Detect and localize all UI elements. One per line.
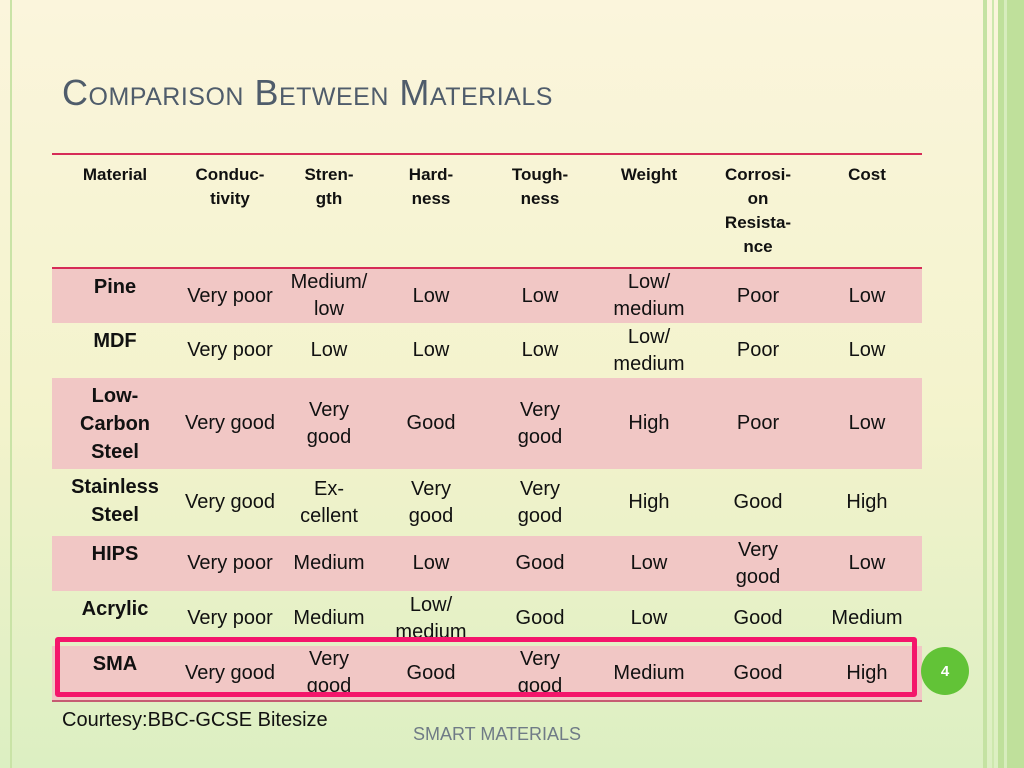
table-cell: Low (310, 339, 348, 361)
table-cell: High (846, 491, 888, 513)
table-cell: Very good (408, 477, 454, 527)
slide-title: Comparison Between Materials (62, 72, 553, 113)
table-cell: Low (630, 607, 668, 629)
left-border-line (10, 0, 12, 768)
table-cell: Good (515, 607, 565, 629)
table-row: Stainless Steel Very good Ex- cellent Ve… (52, 469, 922, 536)
table-cell: Medium (282, 536, 376, 591)
table-cell: Good (733, 607, 783, 629)
table-cell: Low (848, 339, 886, 361)
table-cell: Low (812, 536, 922, 591)
material-cell: HIPS (52, 536, 178, 591)
table-cell: Medium (293, 607, 365, 629)
table-cell: Low (812, 268, 922, 323)
table-row: MDF Very poor Low Low Low Low/ medium Po… (52, 323, 922, 378)
header-conductivity: Conduc- tivity (195, 165, 265, 208)
table-cell: Very good (178, 378, 282, 469)
header-cost: Cost (848, 165, 886, 184)
table-cell: Very good (486, 378, 594, 469)
material-cell: Low- Carbon Steel (52, 378, 178, 469)
table-cell: Ex- cellent (300, 477, 358, 527)
material-cell: Stainless Steel (71, 476, 159, 526)
header-toughness: Tough- ness (511, 165, 569, 208)
table-cell: Poor (704, 378, 812, 469)
table-cell: High (594, 378, 704, 469)
material-cell: Pine (52, 268, 178, 323)
table-cell: Good (733, 491, 783, 513)
header-corrosion-resistance: Corrosi- on Resista- nce (724, 165, 792, 256)
table-cell: Very poor (187, 339, 273, 361)
table-cell: Good (376, 378, 486, 469)
header-hardness: Hard- ness (408, 165, 454, 208)
slide-footer: SMART MATERIALS (413, 724, 582, 744)
materials-comparison-table: Material Conduc- tivity Stren- gth Hard-… (52, 153, 922, 702)
table-cell: Very poor (178, 536, 282, 591)
table-cell: Low (412, 339, 450, 361)
table-row: Low- Carbon Steel Very good Very good Go… (52, 378, 922, 469)
right-border-stripe (992, 0, 994, 768)
table-header-row: Material Conduc- tivity Stren- gth Hard-… (52, 154, 922, 268)
table-cell: Low (812, 378, 922, 469)
page-number-badge: 4 (921, 647, 969, 695)
table-cell: Very good (184, 491, 276, 513)
table-cell: Low (376, 536, 486, 591)
table-cell: Low (594, 536, 704, 591)
table-cell: Medium/ low (282, 268, 376, 323)
header-strength: Stren- gth (304, 165, 354, 208)
header-material: Material (82, 165, 148, 184)
table-cell: Low (521, 339, 559, 361)
table-cell: Medium (831, 607, 903, 629)
table-cell: Very poor (187, 607, 273, 629)
right-border-stripe (1004, 0, 1007, 768)
table-cell: Very poor (178, 268, 282, 323)
courtesy-note: Courtesy:BBC-GCSE Bitesize (62, 709, 328, 731)
table-cell: High (628, 491, 670, 513)
right-border-stripe (983, 0, 987, 768)
table-cell: Low (486, 268, 594, 323)
table-cell: Good (486, 536, 594, 591)
table-cell: Poor (736, 339, 780, 361)
table-cell: Low/ medium (594, 268, 704, 323)
sma-row-highlight-box (55, 637, 917, 697)
right-border-band (998, 0, 1024, 768)
table-cell: Poor (704, 268, 812, 323)
table-row: Pine Very poor Medium/ low Low Low Low/ … (52, 268, 922, 323)
table-cell: Very good (704, 536, 812, 591)
table-row: Acrylic Very poor Medium Low/ medium Goo… (52, 591, 922, 646)
table-cell: Very good (517, 477, 563, 527)
table-cell: Low (376, 268, 486, 323)
table-cell: Very good (282, 378, 376, 469)
table-cell: Good (376, 646, 486, 702)
material-cell: Acrylic (81, 598, 149, 620)
table-cell: Low/ medium (613, 325, 685, 375)
material-cell: MDF (93, 330, 137, 352)
table-row: HIPS Very poor Medium Low Good Low Very … (52, 536, 922, 591)
header-weight: Weight (620, 165, 678, 184)
